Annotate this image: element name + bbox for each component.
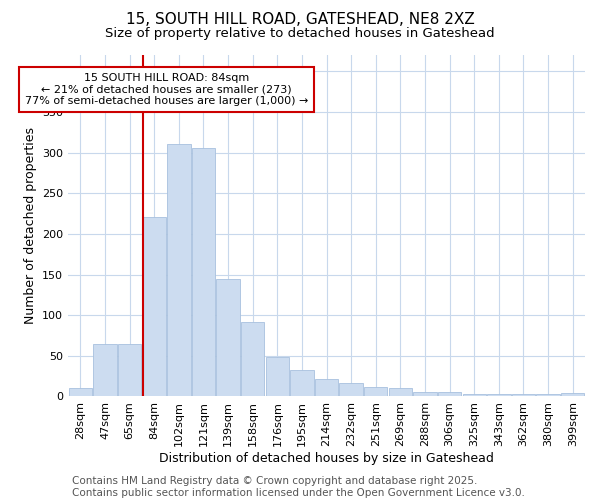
Bar <box>389 388 412 396</box>
Bar <box>69 388 92 396</box>
Bar <box>536 394 560 396</box>
X-axis label: Distribution of detached houses by size in Gateshead: Distribution of detached houses by size … <box>159 452 494 465</box>
Bar <box>192 148 215 396</box>
Bar <box>413 392 437 396</box>
Bar <box>217 278 240 396</box>
Bar <box>94 344 117 396</box>
Bar <box>290 370 314 396</box>
Bar <box>364 386 388 396</box>
Bar <box>512 394 535 396</box>
Bar <box>167 144 191 396</box>
Bar <box>438 392 461 396</box>
Bar <box>487 394 511 396</box>
Y-axis label: Number of detached properties: Number of detached properties <box>23 127 37 324</box>
Text: 15, SOUTH HILL ROAD, GATESHEAD, NE8 2XZ: 15, SOUTH HILL ROAD, GATESHEAD, NE8 2XZ <box>125 12 475 28</box>
Text: Contains HM Land Registry data © Crown copyright and database right 2025.
Contai: Contains HM Land Registry data © Crown c… <box>72 476 525 498</box>
Text: 15 SOUTH HILL ROAD: 84sqm
← 21% of detached houses are smaller (273)
77% of semi: 15 SOUTH HILL ROAD: 84sqm ← 21% of detac… <box>25 73 308 106</box>
Bar <box>143 217 166 396</box>
Bar <box>118 344 142 396</box>
Bar <box>315 378 338 396</box>
Bar <box>266 358 289 397</box>
Bar <box>241 322 265 396</box>
Bar <box>340 384 363 396</box>
Text: Size of property relative to detached houses in Gateshead: Size of property relative to detached ho… <box>105 28 495 40</box>
Bar <box>561 393 584 396</box>
Bar <box>463 394 486 396</box>
